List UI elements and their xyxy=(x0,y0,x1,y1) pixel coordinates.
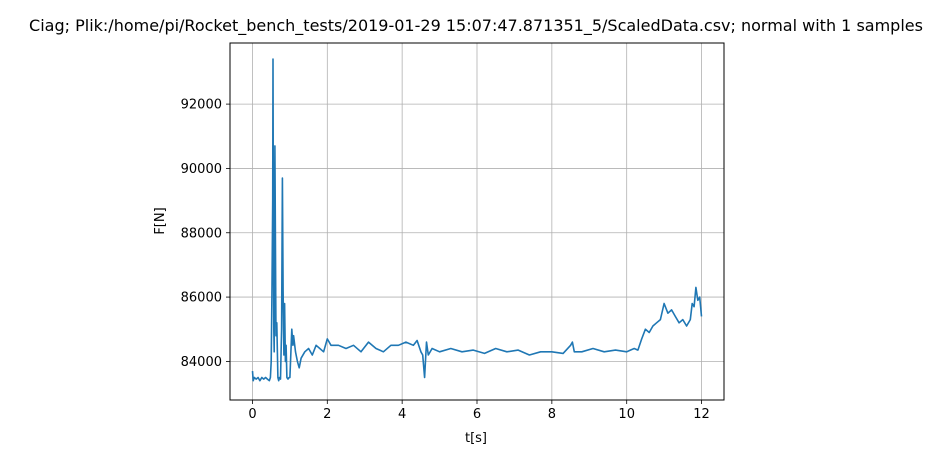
y-tick-label: 86000 xyxy=(181,291,222,306)
y-axis-label: F[N] xyxy=(153,207,168,234)
x-tick-label: 0 xyxy=(248,407,256,422)
chart-title: Ciag; Plik:/home/pi/Rocket_bench_tests/2… xyxy=(29,16,923,36)
y-tick-label: 90000 xyxy=(181,162,222,177)
x-tick-label: 2 xyxy=(323,407,331,422)
x-tick-label: 12 xyxy=(693,407,710,422)
grid xyxy=(230,43,724,400)
series-line xyxy=(251,58,703,382)
y-tick-label: 84000 xyxy=(181,355,222,370)
y-tick-label: 88000 xyxy=(181,226,222,241)
x-tick-label: 4 xyxy=(398,407,406,422)
x-tick-label: 8 xyxy=(548,407,556,422)
x-tick-label: 10 xyxy=(618,407,635,422)
x-axis-label: t[s] xyxy=(465,431,487,446)
y-tick-label: 92000 xyxy=(181,98,222,113)
ticks: 0 2 4 6 8 10 12 84000 86000 88000 90000 92000 xyxy=(181,98,710,422)
x-tick-label: 6 xyxy=(473,407,481,422)
